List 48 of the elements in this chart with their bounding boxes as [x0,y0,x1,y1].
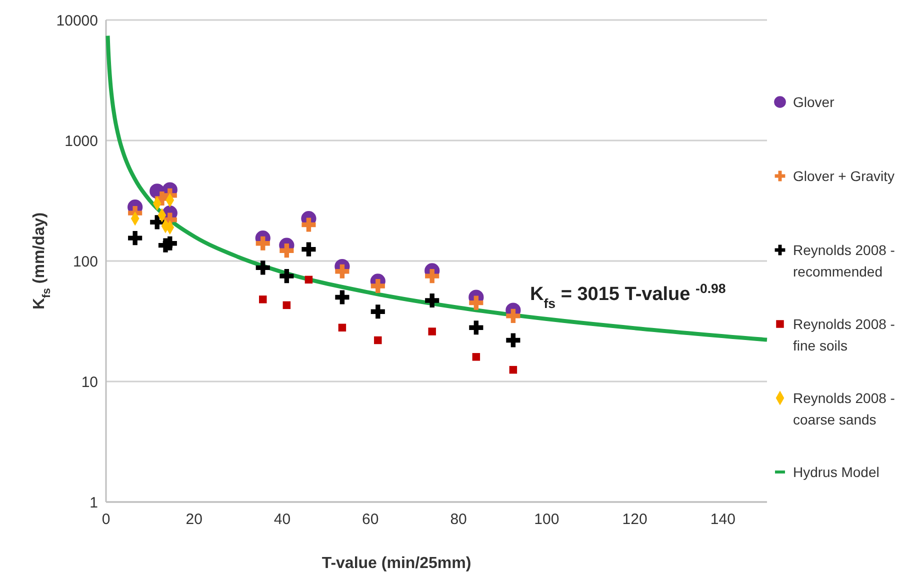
x-tick-label: 40 [274,511,291,528]
point [280,244,294,258]
x-tick-label: 0 [102,511,110,528]
legend-label: Hydrus Model [793,464,880,480]
point [256,260,270,275]
point [469,320,484,335]
point [282,301,291,310]
legend-label: Reynolds 2008 - recommended [793,242,896,280]
point [259,296,267,304]
y-tick-label: 1000 [64,132,98,150]
x-axis-title: T-value (min/25mm) [322,555,472,572]
x-tick-label: 80 [450,511,467,528]
x-tick-label: 120 [622,511,648,528]
point [162,236,177,250]
y-tick-label: 100 [72,253,98,270]
point [506,333,520,348]
legend-label: Glover [793,94,835,110]
point [374,336,382,344]
point [509,366,518,374]
point [256,236,270,250]
point [302,242,316,256]
annotation: K$_{fs}$ = 3015 T-value $^{-0.98}$ [530,280,726,310]
point [335,290,350,304]
point [469,296,484,310]
x-tick-label: 20 [186,511,202,528]
point [370,278,385,294]
x-tick-label: 140 [710,511,736,528]
point [425,293,440,308]
y-tick-label: 10000 [56,12,98,30]
point [338,324,346,332]
legend-label: Reynolds 2008 - coarse sands [793,390,896,428]
point [302,218,316,232]
line-series [106,34,769,342]
point [428,328,436,336]
point [472,353,480,361]
point [304,276,313,284]
point [335,264,350,278]
y-tick-label: 10 [81,374,98,391]
legend-label: Reynolds 2008 - fine soils [793,316,896,354]
point [280,269,294,284]
x-tick-label: 60 [362,511,379,528]
point [506,308,520,323]
point [425,269,440,284]
point [370,304,385,319]
x-tick-label: 100 [534,511,560,528]
y-tick-label: 1 [90,494,98,512]
legend-label: Glover + Gravity [793,168,895,184]
point [128,231,142,246]
